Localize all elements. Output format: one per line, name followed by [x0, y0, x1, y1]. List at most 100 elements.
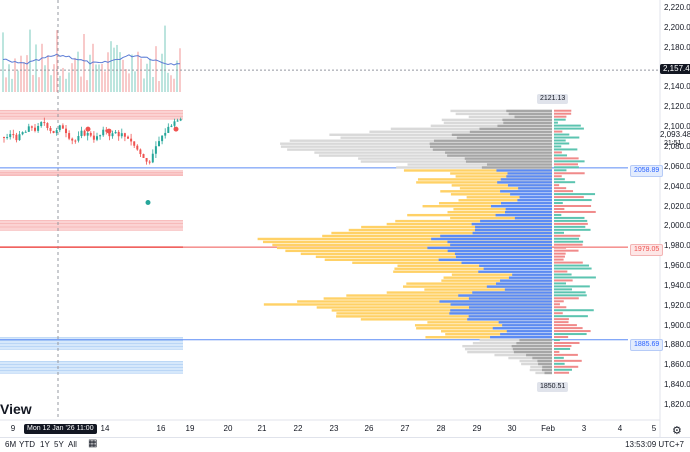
volume-profile-outside-buy — [481, 166, 552, 169]
time-tick-label: 14 — [100, 424, 110, 433]
candle-body — [15, 134, 18, 141]
delta-bar — [554, 190, 574, 193]
volume-profile-sell — [403, 285, 552, 288]
volume-profile-sell — [441, 279, 552, 282]
volume-profile-sell — [394, 267, 552, 270]
delta-bar — [554, 294, 587, 297]
volume-profile-outside — [396, 166, 552, 169]
candle-body — [133, 141, 136, 146]
volume-profile-outside-buy — [497, 124, 552, 128]
volume-profile-outside-buy — [429, 142, 552, 145]
volume-profile-sell — [276, 246, 552, 250]
candle-body — [27, 126, 30, 132]
delta-bar — [554, 324, 577, 327]
volume-profile-sell — [443, 276, 552, 279]
volume-profile-buy — [447, 240, 552, 244]
volume-profile-sell — [331, 309, 552, 312]
time-tick-label: 27 — [400, 424, 410, 433]
range-button-6m[interactable]: 6M — [5, 440, 17, 449]
candle-body — [12, 134, 15, 136]
volume-profile-buy — [505, 207, 552, 211]
volume-profile-sell — [397, 264, 552, 267]
volume-profile-buy — [467, 318, 552, 321]
volume-profile-buy — [468, 297, 552, 300]
time-tick-label: 26 — [364, 424, 374, 433]
candle-body — [176, 120, 179, 122]
volume-profile-sell — [322, 234, 552, 238]
candle-body — [24, 131, 27, 133]
volume-profile-outside-buy — [486, 163, 552, 166]
volume-profile-buy — [500, 178, 552, 181]
range-button-ytd[interactable]: YTD — [19, 440, 35, 449]
delta-bar — [554, 193, 596, 196]
volume-profile-outside — [280, 145, 552, 148]
price-tick-label: 1,840.00 — [664, 380, 690, 390]
delta-bar — [554, 273, 572, 276]
volume-profile-buy — [431, 237, 552, 241]
volume-profile-sell — [425, 336, 552, 339]
delta-bar — [554, 207, 565, 210]
volume-profile-buy — [450, 303, 552, 306]
settings-gear-icon[interactable]: ⚙ — [672, 425, 682, 437]
delta-bar — [554, 225, 586, 228]
volume-profile-outside-buy — [479, 127, 552, 130]
delta-bar — [554, 178, 565, 181]
range-button-all[interactable]: All — [68, 440, 77, 449]
volume-profile-sell — [416, 327, 552, 330]
volume-profile-buy — [450, 243, 552, 247]
volume-profile-sell — [324, 258, 552, 262]
volume-profile-outside — [289, 139, 552, 142]
delta-bar — [554, 234, 581, 237]
volume-profile-outside-buy — [541, 368, 552, 372]
volume-profile-outside-buy — [433, 139, 552, 142]
volume-profile-outside-buy — [538, 362, 552, 366]
candle-body — [61, 125, 64, 129]
candle-body — [108, 131, 111, 137]
delta-bar — [554, 175, 562, 178]
volume-profile-outside-buy — [469, 130, 552, 133]
delta-bar — [554, 163, 578, 166]
price-tick-label: 1,960.00 — [664, 261, 690, 271]
delta-bar — [554, 184, 560, 187]
candle-body — [127, 136, 129, 139]
volume-profile-outside-buy — [445, 151, 552, 154]
volume-profile-buy — [480, 219, 552, 223]
candle-body — [18, 134, 21, 141]
delta-bar — [554, 282, 567, 285]
delta-bar — [554, 350, 560, 353]
volume-profile-buy — [483, 267, 552, 270]
volume-profile-outside — [407, 163, 552, 166]
price-tick-label: 1,880.00 — [664, 340, 690, 350]
delta-bar — [554, 199, 592, 202]
date-range-calendar-icon[interactable]: ▦ — [88, 438, 98, 449]
range-button-1y[interactable]: 1Y — [40, 440, 50, 449]
delta-bar — [554, 312, 563, 315]
delta-bar — [554, 151, 562, 154]
candle-body — [40, 122, 43, 127]
volume-profile-buy — [450, 309, 552, 312]
time-tick-label: 28 — [436, 424, 446, 433]
volume-profile-buy — [468, 315, 552, 318]
price-tick-label: 2,000.00 — [664, 221, 690, 231]
volume-profile-outside — [369, 130, 552, 133]
clock-timezone[interactable]: 13:53:09 UTC+7 — [625, 440, 684, 449]
candle-body — [92, 135, 95, 140]
range-button-5y[interactable]: 5Y — [54, 440, 64, 449]
candle-body — [99, 135, 102, 137]
volume-profile-sell — [445, 333, 552, 336]
delta-bar — [554, 318, 569, 321]
delta-bar — [554, 279, 573, 282]
delta-bar — [554, 252, 566, 255]
volume-profile-sell — [272, 243, 552, 247]
delta-bar — [554, 202, 563, 205]
volume-profile-buy — [427, 246, 552, 250]
volume-profile-buy — [519, 196, 552, 199]
volume-profile-outside-buy — [526, 353, 552, 357]
volume-profile-sell — [360, 318, 552, 321]
candle-body — [114, 131, 117, 134]
volume-profile-outside — [430, 124, 552, 128]
volume-profile-outside — [508, 356, 552, 360]
volume-profile-sell — [361, 225, 552, 229]
candle-body — [154, 146, 157, 154]
